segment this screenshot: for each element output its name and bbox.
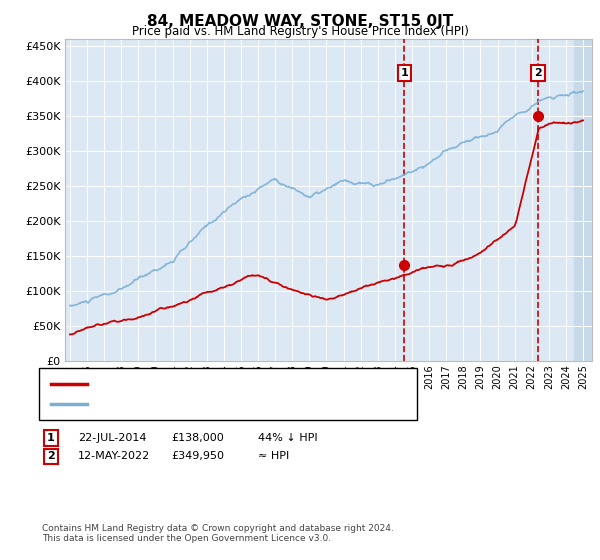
Text: 22-JUL-2014: 22-JUL-2014 — [78, 433, 146, 443]
Text: HPI: Average price, detached house, Stafford: HPI: Average price, detached house, Staf… — [93, 399, 328, 409]
Text: Price paid vs. HM Land Registry's House Price Index (HPI): Price paid vs. HM Land Registry's House … — [131, 25, 469, 38]
Text: 44% ↓ HPI: 44% ↓ HPI — [258, 433, 317, 443]
Text: 2: 2 — [534, 68, 542, 78]
Text: 84, MEADOW WAY, STONE, ST15 0JT: 84, MEADOW WAY, STONE, ST15 0JT — [147, 14, 453, 29]
Text: 1: 1 — [47, 433, 55, 443]
Text: Contains HM Land Registry data © Crown copyright and database right 2024.
This d: Contains HM Land Registry data © Crown c… — [42, 524, 394, 543]
Text: 12-MAY-2022: 12-MAY-2022 — [78, 451, 150, 461]
Text: £349,950: £349,950 — [171, 451, 224, 461]
Text: £138,000: £138,000 — [171, 433, 224, 443]
Text: 1: 1 — [400, 68, 408, 78]
Text: ≈ HPI: ≈ HPI — [258, 451, 289, 461]
Text: 84, MEADOW WAY, STONE, ST15 0JT (detached house): 84, MEADOW WAY, STONE, ST15 0JT (detache… — [93, 379, 376, 389]
Text: 2: 2 — [47, 451, 55, 461]
Bar — [574, 39, 600, 361]
